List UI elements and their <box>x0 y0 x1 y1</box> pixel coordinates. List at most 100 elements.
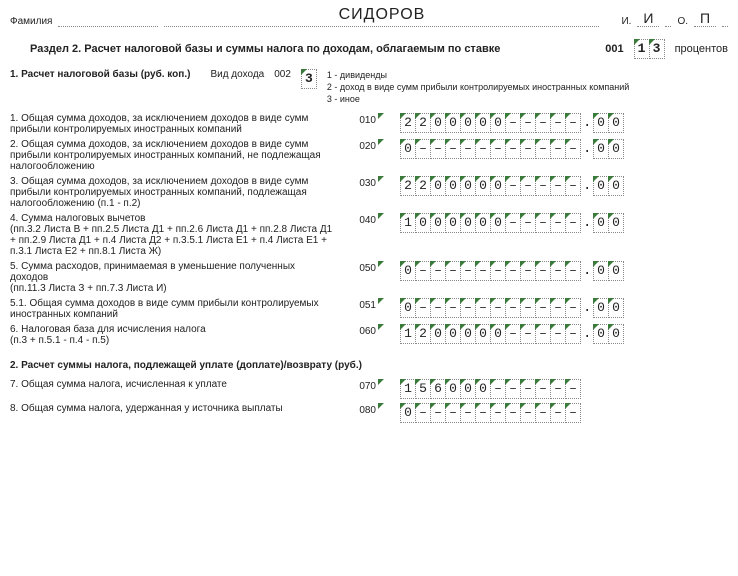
cell[interactable]: 0 <box>445 176 461 196</box>
cell[interactable]: – <box>475 403 491 423</box>
cell[interactable]: – <box>460 139 476 159</box>
cell[interactable]: – <box>535 379 551 399</box>
cell[interactable]: – <box>550 213 566 233</box>
cell[interactable]: 0 <box>593 113 609 133</box>
cell[interactable]: – <box>550 139 566 159</box>
cell[interactable]: – <box>535 113 551 133</box>
cell[interactable]: 0 <box>400 139 416 159</box>
cell[interactable]: 0 <box>593 324 609 344</box>
cell[interactable]: – <box>565 213 581 233</box>
cell[interactable]: 0 <box>445 379 461 399</box>
cell[interactable]: – <box>460 261 476 281</box>
cell[interactable]: 1 <box>634 39 650 59</box>
cell[interactable]: – <box>505 139 521 159</box>
cell[interactable]: 0 <box>593 139 609 159</box>
cell[interactable]: 0 <box>475 176 491 196</box>
cell[interactable]: – <box>505 213 521 233</box>
cell[interactable]: – <box>415 403 431 423</box>
cell[interactable]: – <box>535 213 551 233</box>
cell[interactable]: – <box>550 176 566 196</box>
cell[interactable]: 0 <box>608 176 624 196</box>
cell[interactable]: – <box>415 139 431 159</box>
cell[interactable]: – <box>415 298 431 318</box>
cell[interactable]: 0 <box>475 379 491 399</box>
cell[interactable]: – <box>505 261 521 281</box>
cell[interactable]: – <box>520 324 536 344</box>
cell[interactable]: – <box>520 403 536 423</box>
cell[interactable]: – <box>550 113 566 133</box>
cell[interactable]: – <box>535 176 551 196</box>
cell[interactable]: – <box>535 298 551 318</box>
cell[interactable]: – <box>565 324 581 344</box>
cell[interactable]: – <box>535 324 551 344</box>
cell[interactable]: – <box>550 324 566 344</box>
cell[interactable]: – <box>430 298 446 318</box>
cell[interactable]: 0 <box>608 113 624 133</box>
cell[interactable]: 1 <box>400 213 416 233</box>
cell[interactable]: – <box>490 298 506 318</box>
cell[interactable]: – <box>550 261 566 281</box>
cell[interactable]: – <box>445 139 461 159</box>
cell[interactable]: – <box>490 261 506 281</box>
cell[interactable]: 2 <box>400 176 416 196</box>
cell[interactable]: – <box>490 139 506 159</box>
cell[interactable]: 1 <box>400 379 416 399</box>
cell[interactable]: 0 <box>460 324 476 344</box>
cell[interactable]: – <box>565 379 581 399</box>
cell[interactable]: 0 <box>593 176 609 196</box>
cell[interactable]: 0 <box>445 324 461 344</box>
cell[interactable]: 0 <box>608 139 624 159</box>
cell[interactable]: – <box>475 261 491 281</box>
cell[interactable]: – <box>460 403 476 423</box>
cell[interactable]: 0 <box>415 213 431 233</box>
cell[interactable]: 0 <box>490 113 506 133</box>
cell[interactable]: 0 <box>608 213 624 233</box>
cell[interactable]: 0 <box>593 261 609 281</box>
cell[interactable]: – <box>430 261 446 281</box>
cell[interactable]: – <box>460 298 476 318</box>
cell[interactable]: 0 <box>430 213 446 233</box>
cell[interactable]: – <box>535 139 551 159</box>
cell[interactable]: 6 <box>430 379 446 399</box>
cell[interactable]: – <box>445 261 461 281</box>
cell[interactable]: 0 <box>445 213 461 233</box>
cell[interactable]: – <box>505 403 521 423</box>
cell[interactable]: 2 <box>415 324 431 344</box>
cell[interactable]: – <box>445 298 461 318</box>
cell[interactable]: 3 <box>301 69 317 89</box>
cell[interactable]: 0 <box>475 113 491 133</box>
cell[interactable]: – <box>520 298 536 318</box>
cell[interactable]: 0 <box>460 379 476 399</box>
cell[interactable]: – <box>505 298 521 318</box>
cell[interactable]: – <box>505 379 521 399</box>
cell[interactable]: – <box>565 113 581 133</box>
cell[interactable]: – <box>445 403 461 423</box>
cell[interactable]: 0 <box>430 324 446 344</box>
cell[interactable]: 3 <box>649 39 665 59</box>
cell[interactable]: 0 <box>460 176 476 196</box>
cell[interactable]: 0 <box>400 261 416 281</box>
cell[interactable]: – <box>520 261 536 281</box>
cell[interactable]: – <box>505 113 521 133</box>
cell[interactable]: – <box>565 139 581 159</box>
cell[interactable]: 0 <box>608 298 624 318</box>
cell[interactable]: 0 <box>430 176 446 196</box>
cell[interactable]: – <box>565 298 581 318</box>
cell[interactable]: 0 <box>445 113 461 133</box>
cell[interactable]: 0 <box>400 403 416 423</box>
cell[interactable]: 0 <box>430 113 446 133</box>
cell[interactable]: 0 <box>400 298 416 318</box>
cell[interactable]: 0 <box>608 261 624 281</box>
cell[interactable]: 5 <box>415 379 431 399</box>
cell[interactable]: 0 <box>460 113 476 133</box>
cell[interactable]: – <box>565 176 581 196</box>
cell[interactable]: – <box>550 403 566 423</box>
cell[interactable]: 0 <box>490 213 506 233</box>
cell[interactable]: 0 <box>475 213 491 233</box>
cell[interactable]: 0 <box>490 324 506 344</box>
cell[interactable]: – <box>535 261 551 281</box>
cell[interactable]: – <box>565 261 581 281</box>
cell[interactable]: – <box>520 139 536 159</box>
cell[interactable]: 0 <box>475 324 491 344</box>
cell[interactable]: 2 <box>415 113 431 133</box>
